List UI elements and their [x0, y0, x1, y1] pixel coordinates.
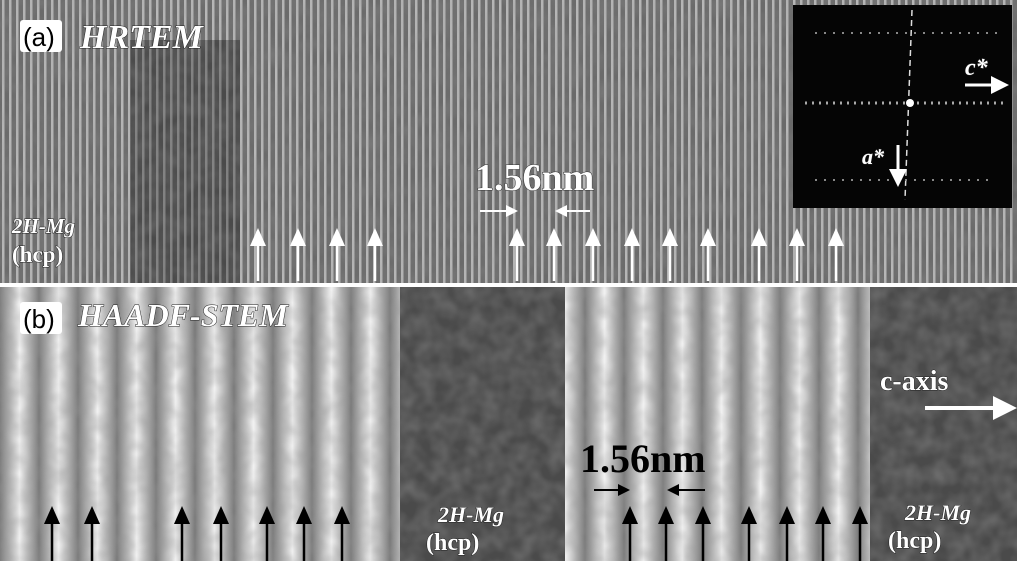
structure-label: (hcp) [888, 528, 941, 554]
panel-title: HAADF-STEM [77, 297, 289, 333]
structure-label: (hcp) [12, 242, 63, 267]
panel-title: HRTEM [79, 19, 205, 56]
panel-a: c* a* (a) HRTEM 2H-Mg (hcp) 1.56nm [0, 0, 1017, 283]
c-star-label: c* [965, 55, 989, 81]
phase-label: 2H-Mg [437, 502, 504, 527]
panel-label: (a) [23, 22, 55, 52]
spacing-label: 1.56nm [580, 436, 706, 481]
fft-inset: c* a* [793, 5, 1012, 208]
phase-label: 2H-Mg [11, 214, 75, 238]
divider [0, 283, 1017, 287]
structure-label: (hcp) [426, 530, 479, 556]
a-star-label: a* [862, 144, 885, 169]
axis-label: c-axis [880, 366, 949, 397]
phase-label: 2H-Mg [904, 500, 971, 525]
panel-label: (b) [23, 304, 55, 334]
spacing-label: 1.56nm [475, 157, 594, 199]
panel-b: (b) HAADF-STEM c-axis 1.56nm 2H-Mg (hcp)… [0, 287, 1017, 561]
figure: c* a* (a) HRTEM 2H-Mg (hcp) 1.56nm (b) H… [0, 0, 1017, 561]
